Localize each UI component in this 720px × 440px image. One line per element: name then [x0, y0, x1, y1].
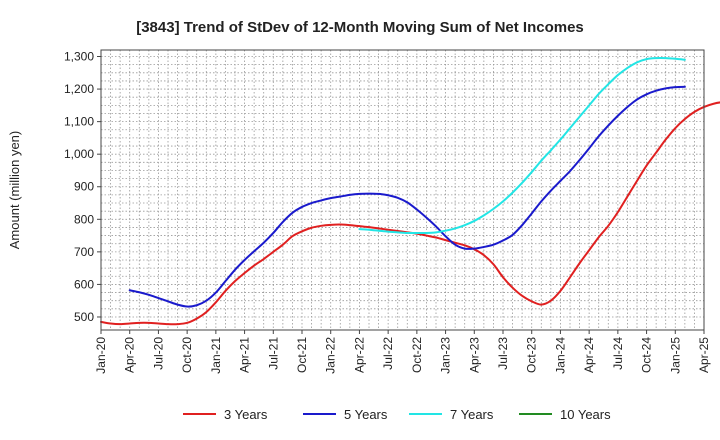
y-tick-label: 1,300 [64, 50, 94, 64]
x-tick-label: Jul-20 [151, 337, 165, 370]
x-tick-label: Apr-25 [697, 337, 711, 373]
y-tick-layer: 500 600 700 800 900 1,000 1,100 1,200 1,300 [64, 50, 101, 324]
y-tick-label: 600 [74, 277, 94, 291]
legend-label-3-years: 3 Years [224, 407, 268, 422]
grid-layer [100, 50, 705, 330]
x-tick-label: Jul-21 [266, 337, 280, 370]
x-tick-label: Oct-24 [640, 337, 654, 373]
y-tick-label: 1,000 [64, 147, 94, 161]
x-tick-label: Jul-23 [496, 337, 510, 370]
x-tick-label: Apr-22 [352, 337, 366, 373]
x-tick-label: Jan-23 [439, 337, 453, 374]
y-tick-label: 1,200 [64, 82, 94, 96]
x-tick-label: Oct-21 [295, 337, 309, 373]
x-tick-label: Jan-22 [324, 337, 338, 374]
legend-label-5-years: 5 Years [344, 407, 388, 422]
x-tick-layer: Jan-20 Apr-20 Jul-20 Oct-20 Jan-21 Apr-21 Jul-… [94, 330, 711, 374]
x-tick-label: Jan-24 [553, 337, 567, 374]
legend-label-10-years: 10 Years [560, 407, 611, 422]
x-tick-label: Oct-20 [180, 337, 194, 373]
x-tick-label: Oct-22 [410, 337, 424, 373]
y-tick-label: 1,100 [64, 115, 94, 129]
x-tick-label: Apr-21 [238, 337, 252, 373]
x-tick-label: Jan-21 [209, 337, 223, 374]
y-tick-label: 800 [74, 212, 94, 226]
y-tick-label: 500 [74, 310, 94, 324]
x-tick-label: Jan-20 [94, 337, 108, 374]
x-tick-label: Apr-23 [467, 337, 481, 373]
x-tick-label: Apr-20 [123, 337, 137, 373]
series-line-5-years [128, 85, 686, 308]
y-tick-label: 700 [74, 245, 94, 259]
x-tick-label: Apr-24 [582, 337, 596, 373]
legend-label-7-years: 7 Years [450, 407, 494, 422]
chart-title: [3843] Trend of StDev of 12-Month Moving… [136, 19, 584, 36]
x-tick-label: Jul-22 [381, 337, 395, 370]
series-layer [100, 57, 720, 326]
x-tick-label: Jan-25 [668, 337, 682, 374]
x-tick-label: Jul-24 [611, 337, 625, 370]
y-axis-label: Amount (million yen) [7, 131, 22, 250]
legend: 3 Years 5 Years 7 Years 10 Years [183, 407, 611, 422]
x-tick-label: Oct-23 [525, 337, 539, 373]
y-tick-label: 900 [74, 180, 94, 194]
plot-frame [100, 49, 705, 331]
series-line-7-years [358, 57, 686, 235]
